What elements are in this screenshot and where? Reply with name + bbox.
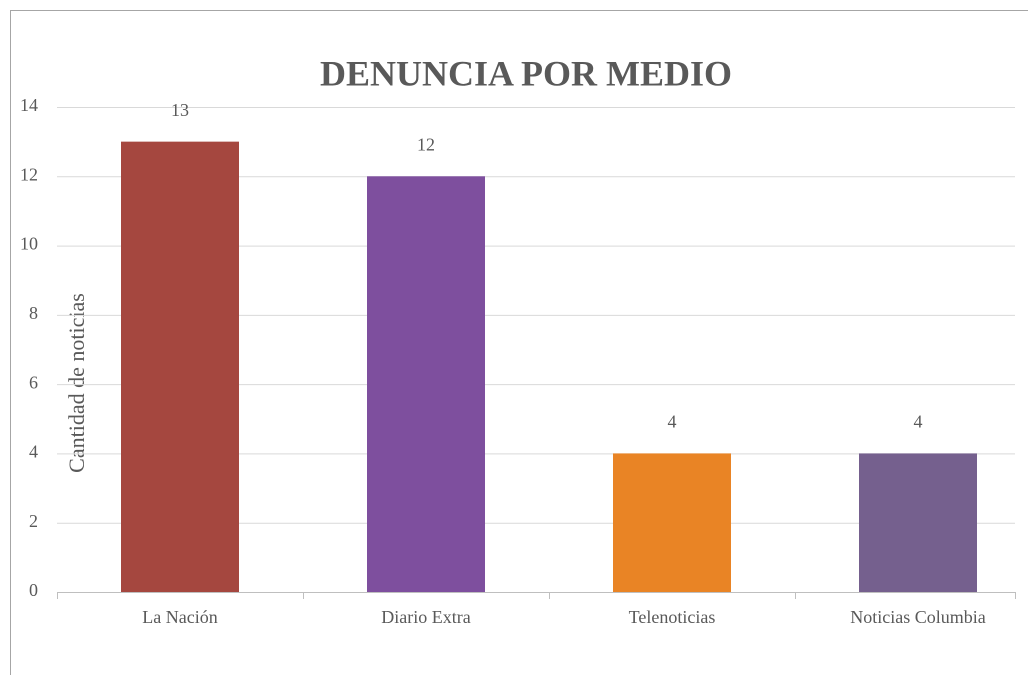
- bar: [859, 453, 977, 592]
- y-tick-label: 4: [29, 442, 38, 462]
- data-label: 13: [171, 100, 189, 120]
- bar: [367, 176, 485, 593]
- data-label: 4: [914, 412, 923, 432]
- bar: [121, 141, 239, 592]
- y-tick-label: 6: [29, 372, 38, 392]
- y-tick-label: 8: [29, 303, 38, 323]
- x-tick-label: Telenoticias: [629, 607, 716, 627]
- y-tick-label: 2: [29, 511, 38, 531]
- x-tick-label: La Nación: [142, 607, 217, 627]
- data-label: 12: [417, 134, 435, 154]
- chart-title: DENUNCIA POR MEDIO: [320, 53, 732, 93]
- y-tick-label: 10: [20, 234, 38, 254]
- y-tick-label: 0: [29, 580, 38, 600]
- x-tick-label: Diario Extra: [381, 607, 470, 627]
- bar: [613, 453, 731, 592]
- chart-frame: [10, 10, 1028, 675]
- y-axis-label: Cantidad de noticias: [64, 293, 89, 473]
- x-tick-label: Noticias Columbia: [850, 607, 985, 627]
- y-tick-label: 14: [20, 95, 38, 115]
- y-tick-label: 12: [20, 164, 38, 184]
- data-label: 4: [668, 412, 677, 432]
